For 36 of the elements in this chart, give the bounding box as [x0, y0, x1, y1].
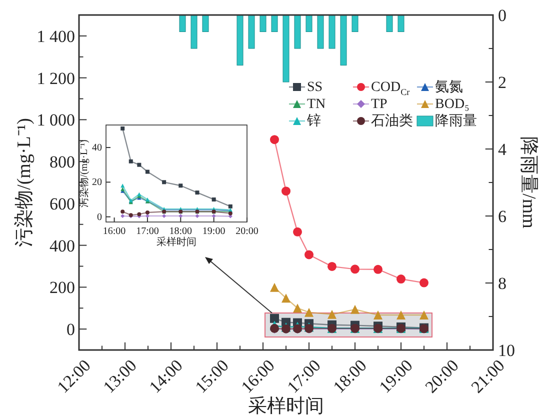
- y-tick-label: 1 200: [36, 68, 75, 88]
- y-tick-label: 400: [50, 236, 75, 255]
- legend-label: COD$_{Cr}$: [371, 80, 410, 97]
- y-tick-label: 600: [50, 194, 75, 213]
- y-tick-label: 40: [92, 142, 102, 154]
- x-tick-label: 16:00: [102, 226, 126, 237]
- y2-tick-label: 8: [498, 274, 506, 292]
- x-axis-title: 采样时间: [156, 236, 196, 248]
- y-tick-label: 1 000: [36, 110, 75, 130]
- y-axis-title: 污染物/(mg·L⁻¹): [13, 118, 35, 247]
- legend-label: 石油类: [371, 112, 413, 128]
- legend-label: 降雨量: [435, 112, 477, 128]
- y-tick-label: 1 400: [36, 26, 75, 46]
- y-tick-label: 0: [66, 320, 75, 339]
- y2-tick-label: 2: [498, 72, 506, 92]
- x-tick-label: 17:00: [136, 226, 159, 237]
- y2-axis-title: 降雨量/mm: [518, 136, 539, 229]
- y2-tick-label: 4: [498, 140, 507, 158]
- legend-label: SS: [307, 80, 323, 94]
- x-tick-label: 18:00: [169, 226, 192, 237]
- y-tick-label: 0: [97, 211, 102, 222]
- legend-label: TP: [371, 96, 388, 112]
- y-axis-title: 污染物/(mg·L⁻¹): [78, 140, 90, 208]
- x-tick-label: 19:00: [202, 226, 226, 237]
- legend-label: 锌: [306, 112, 321, 128]
- x-tick-label: 20:00: [236, 226, 258, 237]
- y-tick-label: 800: [50, 152, 75, 172]
- y2-tick-label: 10: [498, 340, 515, 360]
- y2-tick-label: 0: [498, 6, 506, 24]
- y-tick-label: 20: [92, 176, 102, 188]
- y-tick-label: 200: [50, 278, 75, 297]
- legend-label: 氨氮: [435, 80, 463, 94]
- x-axis-title: 采样时间: [248, 396, 324, 417]
- legend-label: TN: [307, 96, 326, 112]
- legend-label: BOD₅: [435, 96, 470, 112]
- y2-tick-label: 6: [498, 206, 506, 226]
